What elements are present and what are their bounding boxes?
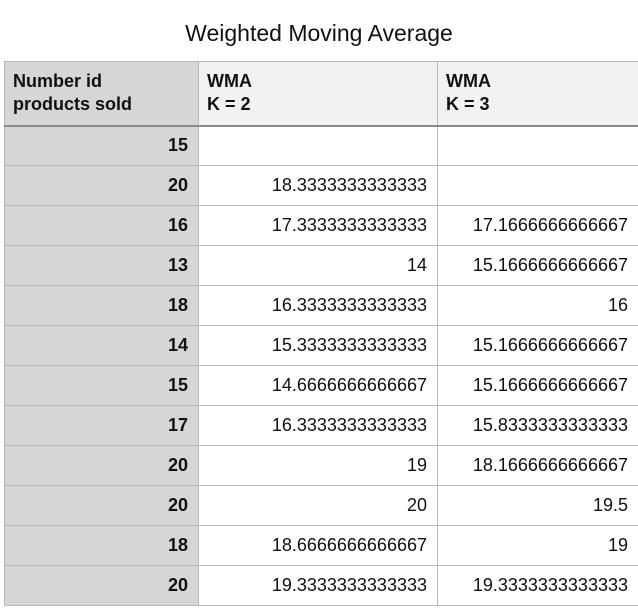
header-line: WMA	[446, 71, 491, 92]
cell-wma-k2: 14	[198, 245, 438, 286]
table-row: 20 18.3333333333333	[4, 165, 638, 206]
header-line: WMA	[207, 71, 252, 92]
header-products-sold: Number id products sold	[4, 61, 199, 127]
header-wma-k3: WMA K = 3	[437, 61, 638, 127]
cell-wma-k3: 15.1666666666667	[437, 245, 638, 286]
cell-products-sold: 20	[4, 485, 199, 526]
table-row: 20 19 18.1666666666667	[4, 445, 638, 486]
cell-products-sold: 15	[4, 365, 199, 406]
wma-table: Number id products sold WMA K = 2 WMA K …	[4, 61, 638, 606]
table-row: 15 14.6666666666667 15.1666666666667	[4, 365, 638, 406]
cell-products-sold: 20	[4, 165, 199, 206]
cell-wma-k3: 19.3333333333333	[437, 565, 638, 606]
table-body: 15 20 18.3333333333333 16 17.3333333333333 17…	[4, 125, 638, 606]
cell-products-sold: 15	[4, 125, 199, 166]
header-row: Number id products sold WMA K = 2 WMA K …	[4, 61, 638, 127]
cell-wma-k3: 17.1666666666667	[437, 205, 638, 246]
cell-products-sold: 20	[4, 565, 199, 606]
cell-wma-k2: 20	[198, 485, 438, 526]
cell-products-sold: 14	[4, 325, 199, 366]
cell-products-sold: 13	[4, 245, 199, 286]
cell-wma-k3	[437, 125, 638, 166]
cell-wma-k2	[198, 125, 438, 166]
cell-products-sold: 16	[4, 205, 199, 246]
cell-wma-k3: 18.1666666666667	[437, 445, 638, 486]
cell-wma-k2: 18.3333333333333	[198, 165, 438, 206]
table-title: Weighted Moving Average	[185, 20, 453, 46]
cell-wma-k2: 16.3333333333333	[198, 405, 438, 446]
cell-products-sold: 17	[4, 405, 199, 446]
cell-products-sold: 18	[4, 285, 199, 326]
table-row: 16 17.3333333333333 17.1666666666667	[4, 205, 638, 246]
table-row: 20 20 19.5	[4, 485, 638, 526]
cell-products-sold: 20	[4, 445, 199, 486]
header-line: Number id	[13, 71, 103, 92]
cell-wma-k2: 18.6666666666667	[198, 525, 438, 566]
header-wma-k2: WMA K = 2	[198, 61, 438, 127]
header-line: K = 2	[207, 94, 251, 115]
cell-wma-k3: 19.5	[437, 485, 638, 526]
cell-wma-k2: 19.3333333333333	[198, 565, 438, 606]
cell-wma-k2: 17.3333333333333	[198, 205, 438, 246]
cell-wma-k2: 15.3333333333333	[198, 325, 438, 366]
cell-wma-k3: 15.8333333333333	[437, 405, 638, 446]
cell-wma-k3: 15.1666666666667	[437, 325, 638, 366]
table-row: 18 16.3333333333333 16	[4, 285, 638, 326]
table-row: 17 16.3333333333333 15.8333333333333	[4, 405, 638, 446]
cell-wma-k3: 16	[437, 285, 638, 326]
cell-products-sold: 18	[4, 525, 199, 566]
table-row: 20 19.3333333333333 19.3333333333333	[4, 565, 638, 606]
cell-wma-k3	[437, 165, 638, 206]
cell-wma-k2: 19	[198, 445, 438, 486]
table-row: 15	[4, 125, 638, 166]
cell-wma-k3: 15.1666666666667	[437, 365, 638, 406]
cell-wma-k2: 16.3333333333333	[198, 285, 438, 326]
header-line: K = 3	[446, 94, 490, 115]
table-row: 13 14 15.1666666666667	[4, 245, 638, 286]
table-row: 14 15.3333333333333 15.1666666666667	[4, 325, 638, 366]
header-line: products sold	[13, 94, 133, 115]
cell-wma-k2: 14.6666666666667	[198, 365, 438, 406]
cell-wma-k3: 19	[437, 525, 638, 566]
table-row: 18 18.6666666666667 19	[4, 525, 638, 566]
